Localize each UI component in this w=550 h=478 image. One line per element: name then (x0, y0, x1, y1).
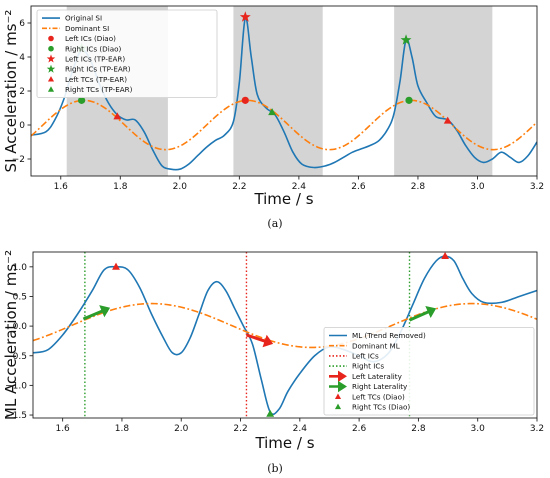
x-tick-label: 2.0 (173, 182, 188, 192)
chart-si-acceleration: 1.6 1.8 2.0 2.2 2.4 2.6 2.8 3.0 3.2 −2 0 2 4 6 Time / … (2, 5, 544, 208)
x-tick-label: 2.6 (352, 424, 367, 434)
legend-right-ics-diao-label: Right ICs (Diao) (65, 44, 122, 53)
arrow-right-laterality (82, 305, 111, 321)
legend-dominant-si-label: Dominant SI (65, 24, 109, 33)
x-tick-label: 2.8 (411, 182, 426, 192)
x-tick-label: 1.6 (54, 182, 69, 192)
marker-right-tcs-tp-ear (268, 108, 277, 116)
legend-right-ics-tp-ear-label: Right ICs (TP-EAR) (65, 65, 131, 74)
marker-right-ics-tp-ear (400, 34, 412, 45)
y-tick-label: 1.0 (13, 263, 28, 273)
x-tick-label: 3.2 (530, 424, 544, 434)
legend-left-ics-label: Left ICs (352, 352, 379, 361)
y-tick-label: −1.5 (5, 411, 27, 421)
x-axis-label: Time / s (254, 434, 314, 452)
y-tick-label: 6 (19, 19, 25, 29)
legend-dominant-ml-label: Dominant ML (352, 341, 400, 350)
legend-right-ics-tp-ear-swatch (46, 64, 56, 73)
shaded-region (233, 6, 323, 176)
marker-right-ics-diao (78, 96, 86, 104)
legend-right-tcs-diao-label: Right TCs (Diao) (352, 403, 410, 412)
marker-left-tcs-diao (112, 262, 120, 270)
x-tick-label: 2.8 (411, 424, 426, 434)
x-tick-label: 3.0 (470, 182, 485, 192)
y-tick-label: −0.5 (5, 352, 27, 362)
legend-original-si-label: Original SI (65, 14, 102, 23)
marker-left-ics-diao (241, 96, 249, 104)
marker-right-ics-diao (405, 96, 413, 104)
y-tick-label: 0 (19, 121, 25, 131)
y-tick-label: 4 (19, 53, 25, 63)
legend-right-laterality-swatch (329, 380, 347, 393)
legend-right-tcs-diao-swatch (334, 403, 342, 410)
y-tick-label: 2 (19, 87, 25, 97)
legend-box (36, 9, 218, 98)
x-tick-label: 2.0 (174, 424, 189, 434)
legend-left-ics-tp-ear-swatch (46, 54, 56, 63)
x-tick-label: 2.4 (293, 424, 308, 434)
marker-right-tcs-diao (266, 409, 275, 417)
marker-left-tcs-tp-ear (113, 112, 122, 120)
x-tick-label: 2.2 (233, 424, 247, 434)
arrow-left-laterality (245, 333, 274, 348)
legend-right-laterality-label: Right Laterality (352, 382, 408, 391)
x-tick-label: 3.2 (530, 182, 544, 192)
x-tick-label: 1.8 (115, 424, 130, 434)
x-tick-label: 1.8 (113, 182, 128, 192)
plot-frame (32, 251, 538, 419)
y-tick-label: 0.5 (13, 292, 27, 302)
legend-left-ics-tp-ear-label: Left ICs (TP-EAR) (65, 55, 125, 64)
shaded-region (394, 6, 493, 176)
x-tick-label: 2.2 (232, 182, 246, 192)
legend-left-tcs-tp-ear-swatch (47, 76, 55, 82)
marker-left-tcs-tp-ear (443, 116, 452, 124)
series-dominant-ml (33, 302, 537, 349)
chart-ml-acceleration: 1.6 1.8 2.0 2.2 2.4 2.6 2.8 3.0 3.2 −1.5 −1.0 −0.5 0… (2, 250, 544, 452)
x-axis-label: Time / s (253, 190, 313, 208)
legend-right-tcs-tp-ear-label: Right TCs (TP-EAR) (65, 85, 133, 94)
legend-right-tcs-tp-ear-swatch (47, 86, 55, 92)
legend-left-tcs-diao-label: Left TCs (Diao) (352, 392, 405, 401)
legend-left-tcs-tp-ear-label: Left TCs (TP-EAR) (65, 75, 127, 84)
y-axis-label: SI Acceleration / ms⁻² (2, 10, 20, 173)
marker-left-tcs-diao (441, 252, 450, 260)
legend-left-laterality-label: Left Laterality (352, 372, 403, 381)
arrow-right-laterality (408, 305, 437, 322)
legend-ml-trend-removed-label: ML (Trend Removed) (352, 331, 426, 340)
legend-left-laterality-swatch (329, 370, 347, 383)
x-tick-label: 2.4 (292, 182, 307, 192)
legend-box (323, 326, 535, 416)
y-tick-label: 0.0 (13, 322, 28, 332)
marker-left-ics-tp-ear (239, 11, 251, 22)
x-tick-label: 2.6 (351, 182, 366, 192)
x-tick-label: 3.0 (471, 424, 486, 434)
legend-left-ics-diao-label: Left ICs (Diao) (65, 34, 116, 43)
legend-left-tcs-diao-swatch (334, 393, 342, 399)
y-tick-label: −1.0 (5, 381, 27, 391)
legend-left-ics-diao-swatch (48, 35, 54, 42)
x-tick-label: 1.6 (55, 424, 70, 434)
legend-right-ics-diao-swatch (48, 45, 54, 52)
legend-right-ics-label: Right ICs (352, 362, 384, 371)
y-axis-label: ML Acceleration / ms⁻² (2, 250, 20, 420)
caption-a: (a) (267, 217, 282, 230)
y-tick-label: −2 (12, 155, 25, 165)
caption-b: (b) (267, 462, 283, 475)
